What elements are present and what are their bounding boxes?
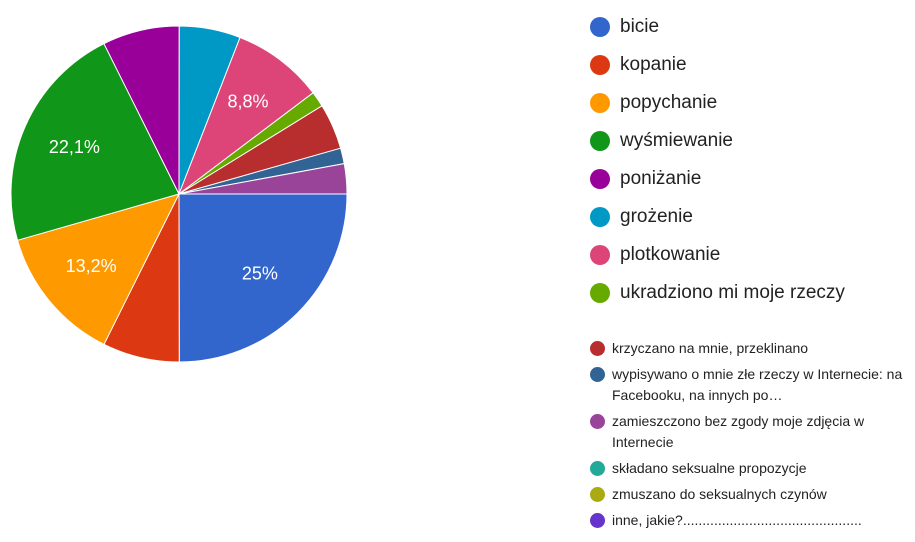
legend-item: popychanie xyxy=(590,90,910,128)
legend-swatch xyxy=(590,207,610,227)
legend-label: zamieszczono bez zgody moje zdjęcia w In… xyxy=(612,413,865,450)
legend-label: składano seksualne propozycje xyxy=(612,460,807,476)
legend-label: ukradziono mi moje rzeczy xyxy=(620,282,845,303)
legend-item: poniżanie xyxy=(590,166,910,204)
slice-label: 25% xyxy=(242,263,278,283)
legend-swatch xyxy=(590,55,610,75)
legend-label: krzyczano na mnie, przeklinano xyxy=(612,340,809,356)
legend-swatch xyxy=(590,17,610,37)
pie-chart: 25% 13,2% 22,1% 8,8% xyxy=(10,25,348,363)
legend-swatch xyxy=(590,131,610,151)
legend-swatch xyxy=(590,414,605,429)
pie-slice xyxy=(16,193,180,345)
legend: bicie kopanie popychanie wyśmiewanie poniżan… xyxy=(590,14,910,536)
legend-item: zamieszczono bez zgody moje zdjęcia w In… xyxy=(590,411,910,453)
legend-item: inne, jakie?............................… xyxy=(590,510,910,531)
legend-swatch xyxy=(590,245,610,265)
legend-label: grożenie xyxy=(620,206,693,227)
legend-swatch xyxy=(590,461,605,476)
legend-swatch xyxy=(590,341,605,356)
legend-item: kopanie xyxy=(590,52,910,90)
legend-label: popychanie xyxy=(620,92,718,113)
pie-slice xyxy=(177,36,314,196)
legend-item: krzyczano na mnie, przeklinano xyxy=(590,338,910,359)
legend-swatch xyxy=(590,283,610,303)
legend-item: wypisywano o mnie złe rzeczy w Interneci… xyxy=(590,364,910,406)
slice-label: 22,1% xyxy=(49,137,100,157)
legend-label: plotkowanie xyxy=(620,244,721,265)
legend-item: bicie xyxy=(590,14,910,52)
legend-label: inne, jakie?............................… xyxy=(612,512,862,528)
pie-slice xyxy=(10,43,180,241)
legend-swatch xyxy=(590,93,610,113)
legend-label: bicie xyxy=(620,16,660,37)
legend-item: zmuszano do seksualnych czynów xyxy=(590,484,910,505)
legend-item: plotkowanie xyxy=(590,242,910,280)
slice-label: 8,8% xyxy=(227,92,268,112)
legend-item: składano seksualne propozycje xyxy=(590,458,910,479)
legend-label: wypisywano o mnie złe rzeczy w Interneci… xyxy=(612,366,903,403)
legend-swatch xyxy=(590,367,605,382)
slice-label: 13,2% xyxy=(66,256,117,276)
legend-label: kopanie xyxy=(620,54,687,75)
legend-label: zmuszano do seksualnych czynów xyxy=(612,486,827,502)
legend-item: ukradziono mi moje rzeczy xyxy=(590,280,910,318)
pie-slice xyxy=(178,193,348,363)
legend-swatch xyxy=(590,513,605,528)
legend-item: grożenie xyxy=(590,204,910,242)
legend-swatch xyxy=(590,487,605,502)
pie-slice xyxy=(178,163,348,195)
legend-label: poniżanie xyxy=(620,168,702,189)
legend-item: wyśmiewanie xyxy=(590,128,910,166)
legend-swatch xyxy=(590,169,610,189)
legend-label: wyśmiewanie xyxy=(620,130,733,151)
